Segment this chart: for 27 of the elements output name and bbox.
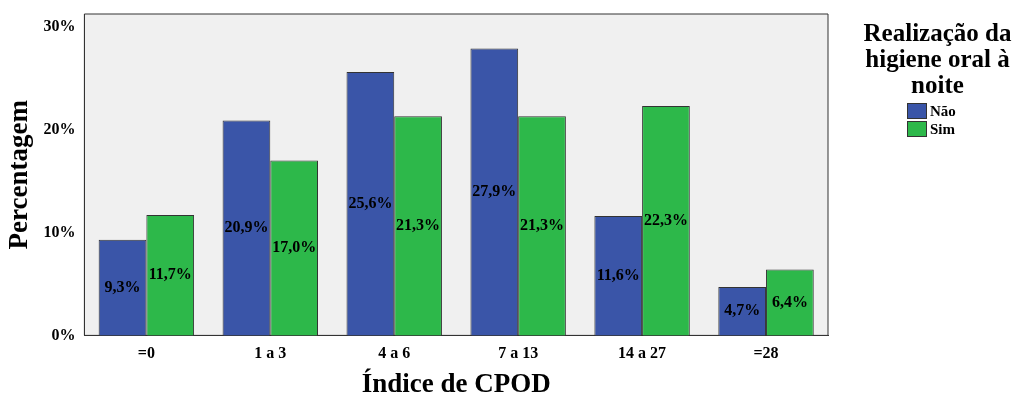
y-axis-title: Percentagem bbox=[3, 99, 34, 250]
data-label: 21,3% bbox=[520, 216, 565, 234]
data-label: 11,7% bbox=[148, 265, 192, 283]
legend-label: Não bbox=[930, 102, 956, 120]
data-label: 27,9% bbox=[472, 182, 517, 200]
data-label: 4,7% bbox=[724, 301, 761, 319]
y-tick-label: 10% bbox=[43, 222, 76, 240]
data-label: 25,6% bbox=[348, 193, 393, 211]
data-label: 22,3% bbox=[643, 210, 688, 228]
data-label: 11,6% bbox=[596, 265, 640, 283]
x-tick-label: 14 a 27 bbox=[618, 344, 667, 362]
data-label: 20,9% bbox=[224, 218, 269, 236]
y-tick-label: 20% bbox=[43, 119, 76, 137]
x-tick-label: 1 a 3 bbox=[254, 344, 287, 362]
y-tick-label: 30% bbox=[43, 17, 76, 34]
x-tick-label: =28 bbox=[753, 344, 779, 362]
data-label: 21,3% bbox=[396, 216, 441, 234]
y-tick-label: 0% bbox=[51, 325, 76, 343]
legend-title: Realização da higiene oral à noite bbox=[862, 19, 1013, 98]
x-axis-title: Índice de CPOD bbox=[361, 367, 551, 398]
data-label: 17,0% bbox=[272, 238, 317, 256]
legend-label: Sim bbox=[930, 120, 956, 138]
x-tick-label: 7 a 13 bbox=[498, 344, 539, 362]
data-label: 9,3% bbox=[104, 277, 141, 295]
x-tick-label: 4 a 6 bbox=[378, 344, 411, 362]
data-label: 6,4% bbox=[771, 292, 808, 310]
x-tick-label: =0 bbox=[137, 344, 155, 362]
